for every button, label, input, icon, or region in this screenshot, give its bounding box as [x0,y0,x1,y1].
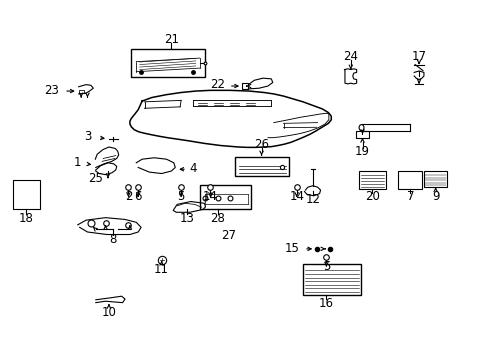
Bar [13,180,40,210]
Text: 13: 13 [179,212,194,225]
Ellipse shape [358,125,363,131]
Text: 24: 24 [343,50,358,63]
Bar [79,90,83,93]
Text: 20: 20 [364,190,379,203]
Text: 19: 19 [354,145,369,158]
Bar [358,171,385,189]
Text: 22: 22 [210,78,224,91]
Bar [423,171,447,187]
Text: 7: 7 [406,190,413,203]
Text: 16: 16 [318,297,333,310]
Text: 23: 23 [44,84,59,97]
Text: 5: 5 [177,190,184,203]
Bar [355,131,368,138]
Text: 14: 14 [288,190,304,203]
Text: 14: 14 [203,190,218,203]
Text: 5: 5 [322,260,329,273]
Text: 3: 3 [83,130,91,143]
Text: 21: 21 [163,33,179,46]
Text: 2: 2 [124,190,132,203]
Text: 27: 27 [221,229,236,242]
Text: 17: 17 [411,50,426,63]
Text: 10: 10 [102,306,116,319]
Text: 12: 12 [305,193,320,206]
Bar [131,49,204,77]
Bar [397,171,422,189]
Text: 26: 26 [254,138,268,150]
Text: 6: 6 [134,190,142,203]
Text: 8: 8 [109,233,116,246]
Text: 11: 11 [154,263,169,276]
Bar [234,157,289,176]
Text: 1: 1 [74,156,81,169]
Text: 4: 4 [189,162,197,175]
Text: 25: 25 [88,172,103,185]
Text: 9: 9 [431,190,439,203]
Text: 28: 28 [210,212,224,225]
Text: 15: 15 [285,242,299,255]
Bar [303,264,360,295]
Text: 18: 18 [19,212,33,225]
Bar [242,83,248,89]
Bar [199,185,250,210]
